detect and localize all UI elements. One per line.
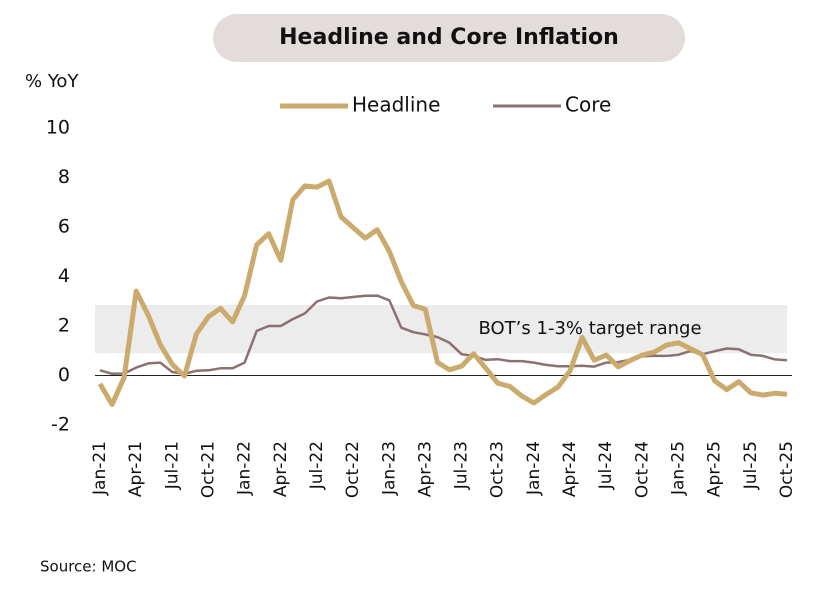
x-tick-label: Oct-23 (488, 441, 508, 498)
x-tick-label: Jan-25 (669, 441, 689, 496)
x-tick-label: Oct-21 (198, 441, 218, 498)
x-tick-label: Apr-25 (705, 441, 725, 497)
y-axis-label: % YoY (25, 71, 79, 92)
x-tick-label: Jan-21 (90, 441, 110, 496)
x-tick-label: Jan-22 (235, 441, 255, 496)
x-tick-label: Oct-22 (343, 441, 363, 498)
band-label: BOT’s 1-3% target range (478, 318, 701, 339)
series-line (97, 178, 788, 407)
x-tick-label: Jul-22 (307, 441, 327, 490)
x-tick-label: Apr-21 (126, 441, 146, 497)
y-tick-label: -2 (51, 414, 70, 436)
y-tick-label: 0 (58, 364, 70, 386)
x-tick-label: Jan-23 (379, 441, 399, 496)
source: Source: MOC (40, 558, 137, 576)
x-tick-label: Apr-22 (271, 441, 291, 497)
x-tick-label: Oct-25 (777, 441, 797, 498)
x-tick-label: Apr-24 (560, 441, 580, 497)
x-tick-label: Jul-21 (162, 441, 182, 490)
series-line (99, 294, 788, 376)
legend-label: Core (565, 93, 611, 117)
x-tick-label: Jul-24 (596, 441, 616, 490)
chart-title: Headline and Core Inflation (279, 25, 619, 50)
x-tick-label: Jul-23 (452, 441, 472, 490)
y-tick-label: 8 (58, 166, 70, 188)
y-tick-label: 10 (46, 117, 70, 139)
x-tick-label: Apr-23 (415, 441, 435, 497)
x-tick-label: Jan-24 (524, 441, 544, 496)
x-tick-label: Jul-25 (741, 441, 761, 490)
y-tick-label: 2 (58, 315, 70, 337)
y-tick-label: 4 (58, 265, 70, 287)
legend-label: Headline (352, 93, 440, 117)
y-tick-label: 6 (58, 216, 70, 238)
x-tick-label: Oct-24 (632, 441, 652, 498)
title-pill (213, 14, 685, 62)
